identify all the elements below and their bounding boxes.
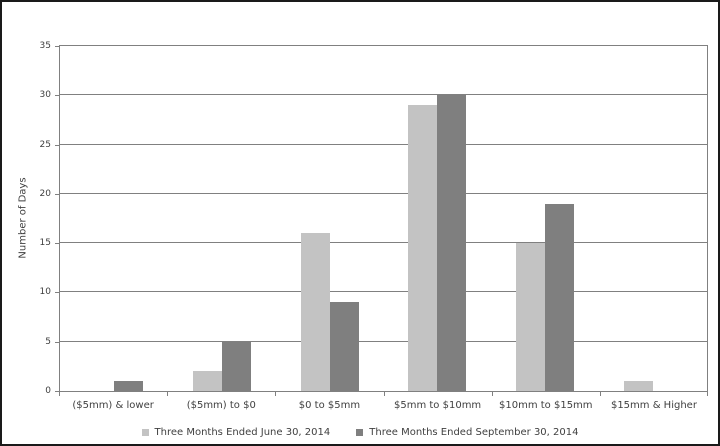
x-cat-label-5: $15mm & Higher [610,400,697,411]
gridline-15 [60,242,707,243]
x-axis-labels: ($5mm) & lower ($5mm) to $0 $0 to $5mm $5mm… [59,400,708,411]
y-tick-label-10: 10 [39,287,51,297]
x-axis-ticks [59,392,708,397]
bar-groups [60,46,707,391]
y-tick-mark-5 [55,342,59,343]
y-tick-mark-10 [55,292,59,293]
bar-series0-cat3 [408,105,438,391]
y-tick-mark-0 [55,391,59,392]
x-tick-mark-4 [491,392,493,396]
x-tick-mark-6 [707,392,708,396]
gridline-10 [60,291,707,292]
legend-swatch-icon [141,429,149,436]
bar-group-2 [276,46,384,391]
bar-series0-cat5 [624,381,654,391]
bar-series1-cat1 [221,341,251,391]
x-tick-mark-3 [383,392,385,396]
bar-series1-cat3 [437,95,467,391]
x-tick-mark-0 [59,392,60,396]
gridline-20 [60,193,707,194]
y-tick-label-30: 30 [39,90,51,100]
x-tick-mark-5 [599,392,601,396]
legend-label-1: Three Months Ended September 30, 2014 [369,427,579,438]
legend-entry-1: Three Months Ended September 30, 2014 [356,427,578,438]
bar-series0-cat1 [192,371,222,391]
y-tick-mark-25 [55,145,59,146]
y-tick-label-15: 15 [39,238,51,248]
y-tick-label-20: 20 [39,189,51,199]
x-cat-label-1: ($5mm) to $0 [186,400,256,411]
bar-group-3 [383,46,491,391]
x-cat-label-2: $0 to $5mm [298,400,361,411]
plot-area [59,45,708,392]
y-tick-label-35: 35 [39,41,51,51]
bar-series1-cat4 [545,203,575,391]
gridline-30 [60,94,707,95]
y-tick-mark-30 [55,95,59,96]
bar-group-4 [491,46,599,391]
y-tick-mark-15 [55,243,59,244]
legend-label-0: Three Months Ended June 30, 2014 [154,427,331,438]
y-tick-mark-35 [55,46,59,47]
bar-series1-cat0 [113,381,143,391]
bar-series1-cat2 [329,302,359,391]
y-tick-label-5: 5 [45,337,51,347]
bar-series0-cat2 [300,233,330,391]
x-tick-mark-1 [167,392,169,396]
x-cat-label-4: $10mm to $15mm [499,400,593,411]
bar-group-5 [599,46,707,391]
gridline-5 [60,341,707,342]
x-cat-label-3: $5mm to $10mm [394,400,482,411]
legend-entry-0: Three Months Ended June 30, 2014 [141,427,331,438]
legend-swatch-icon [356,429,364,436]
bar-series0-cat4 [516,243,546,391]
bar-group-0 [60,46,168,391]
y-axis-labels: 0 5 10 15 20 25 30 35 [2,41,59,396]
y-tick-mark-20 [55,194,59,195]
bar-group-1 [168,46,276,391]
legend: Three Months Ended June 30, 2014 Three Mo… [2,427,718,438]
y-tick-label-25: 25 [39,140,51,150]
y-tick-label-0: 0 [45,386,51,396]
gridline-25 [60,144,707,145]
x-cat-label-0: ($5mm) & lower [72,400,154,411]
x-tick-mark-2 [275,392,277,396]
